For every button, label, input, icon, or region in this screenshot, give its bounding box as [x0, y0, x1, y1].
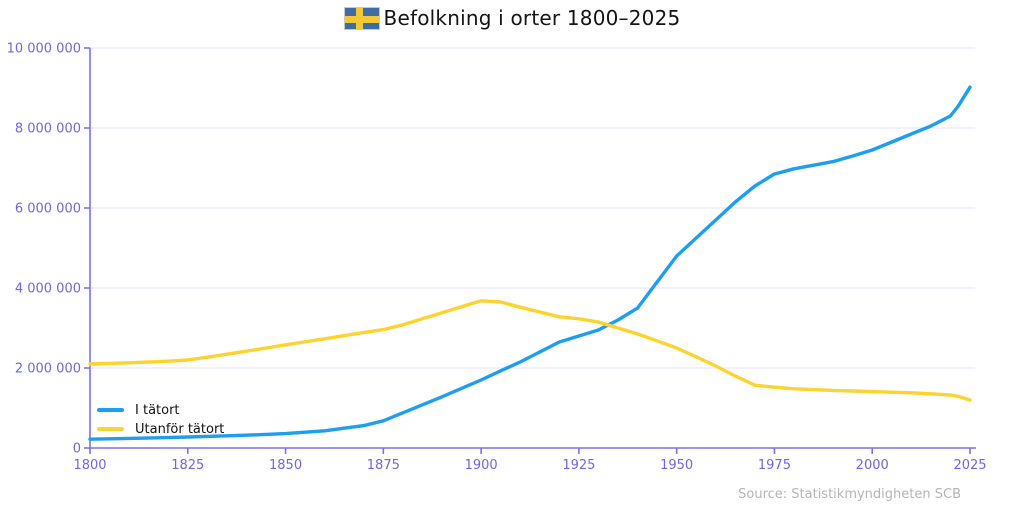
x-axis-tick-label: 1950: [660, 458, 693, 473]
y-axis-tick-label: 0: [73, 442, 81, 457]
y-axis-tick-label: 8 000 000: [15, 122, 81, 137]
swedish-flag-icon: [343, 6, 380, 30]
x-axis-tick-label: 1850: [269, 458, 302, 473]
legend-item-utanfor-tatort: Utanför tätort: [97, 421, 225, 437]
x-axis-tick-label: 2025: [953, 458, 986, 473]
chart-legend: I tätort Utanför tätort: [97, 402, 225, 437]
flag-cross-horizontal: [344, 15, 379, 23]
legend-label-rural: Utanför tätort: [135, 421, 225, 437]
x-axis-tick-label: 1925: [562, 458, 595, 473]
chart-title-row: Befolkning i orter 1800–2025: [0, 6, 1024, 30]
x-axis-tick-label: 1825: [171, 458, 204, 473]
series-line-rural: [88, 299, 972, 402]
legend-item-i-tatort: I tätort: [97, 402, 224, 418]
y-axis-tick-label: 4 000 000: [15, 282, 81, 297]
legend-swatch-rural: [97, 427, 124, 431]
y-axis-tick-label: 10 000 000: [7, 42, 81, 57]
legend-swatch-urban: [97, 408, 124, 412]
x-axis-tick-label: 1975: [758, 458, 791, 473]
series-line-urban: [88, 85, 972, 441]
chart-title: Befolkning i orter 1800–2025: [383, 6, 681, 30]
y-axis-tick-label: 6 000 000: [15, 202, 81, 217]
x-axis-tick-label: 1900: [465, 458, 498, 473]
x-axis-tick-label: 1800: [73, 458, 106, 473]
source-caption: Source: Statistikmyndigheten SCB: [738, 487, 961, 502]
y-axis-tick-label: 2 000 000: [15, 362, 81, 377]
x-axis-tick-label: 2000: [856, 458, 889, 473]
x-axis-tick-label: 1875: [367, 458, 400, 473]
legend-label-urban: I tätort: [135, 402, 180, 418]
